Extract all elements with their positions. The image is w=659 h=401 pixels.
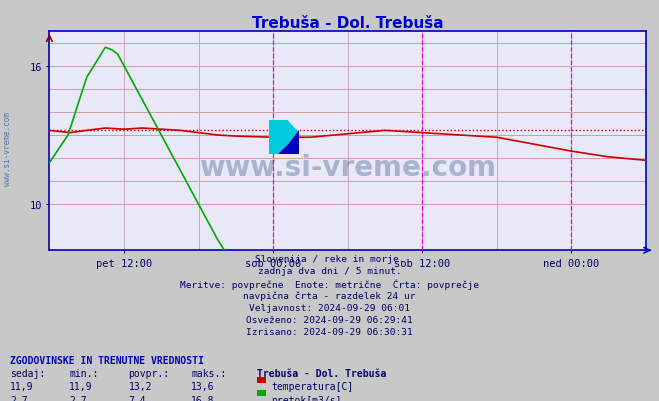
Text: 13,2: 13,2 (129, 381, 152, 391)
Text: min.:: min.: (69, 368, 99, 378)
Title: Trebuša - Dol. Trebuša: Trebuša - Dol. Trebuša (252, 16, 444, 31)
Text: 11,9: 11,9 (69, 381, 93, 391)
Text: 2,7: 2,7 (10, 395, 28, 401)
Text: Meritve: povprečne  Enote: metrične  Črta: povprečje: Meritve: povprečne Enote: metrične Črta:… (180, 279, 479, 289)
Text: Osveženo: 2024-09-29 06:29:41: Osveženo: 2024-09-29 06:29:41 (246, 315, 413, 324)
Text: Slovenija / reke in morje.: Slovenija / reke in morje. (255, 255, 404, 263)
Polygon shape (281, 131, 299, 155)
Text: Veljavnost: 2024-09-29 06:01: Veljavnost: 2024-09-29 06:01 (249, 303, 410, 312)
Polygon shape (277, 135, 299, 155)
Polygon shape (268, 121, 299, 155)
Text: www.si-vreme.com: www.si-vreme.com (3, 111, 13, 185)
Text: povpr.:: povpr.: (129, 368, 169, 378)
Text: 13,6: 13,6 (191, 381, 215, 391)
Polygon shape (268, 121, 299, 155)
Text: pretok[m3/s]: pretok[m3/s] (272, 395, 342, 401)
Text: sedaj:: sedaj: (10, 368, 45, 378)
Text: ZGODOVINSKE IN TRENUTNE VREDNOSTI: ZGODOVINSKE IN TRENUTNE VREDNOSTI (10, 355, 204, 365)
Text: zadnja dva dni / 5 minut.: zadnja dva dni / 5 minut. (258, 267, 401, 275)
Text: navpična črta - razdelek 24 ur: navpična črta - razdelek 24 ur (243, 291, 416, 300)
Text: www.si-vreme.com: www.si-vreme.com (199, 154, 496, 182)
Text: Izrisano: 2024-09-29 06:30:31: Izrisano: 2024-09-29 06:30:31 (246, 327, 413, 336)
Text: 16,8: 16,8 (191, 395, 215, 401)
Text: maks.:: maks.: (191, 368, 226, 378)
Text: 2,7: 2,7 (69, 395, 87, 401)
Text: temperatura[C]: temperatura[C] (272, 381, 354, 391)
Polygon shape (268, 121, 287, 142)
Text: 11,9: 11,9 (10, 381, 34, 391)
Text: 7,4: 7,4 (129, 395, 146, 401)
Text: Trebuša - Dol. Trebuša: Trebuša - Dol. Trebuša (257, 368, 386, 378)
